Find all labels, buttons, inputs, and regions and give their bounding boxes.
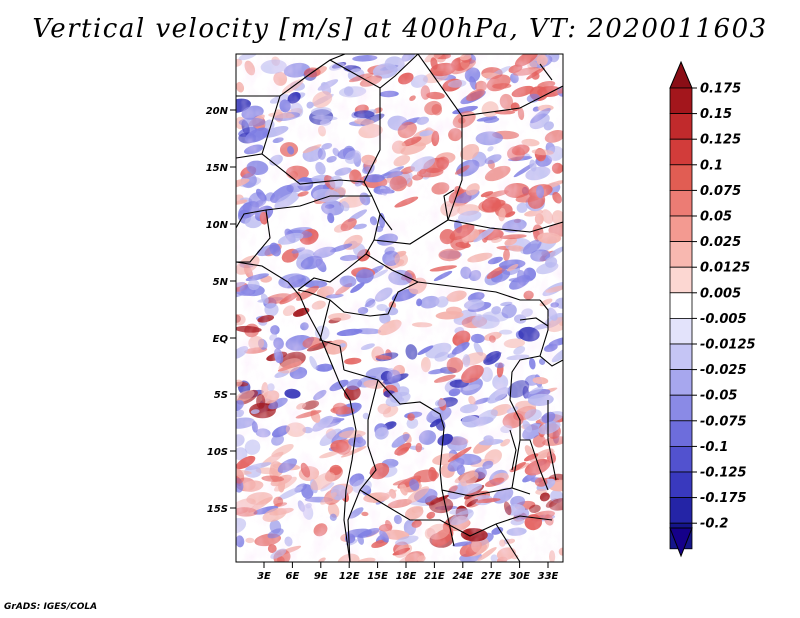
colorbar-label: -0.1 bbox=[700, 440, 728, 455]
lon-tick-label: 24E bbox=[452, 571, 473, 582]
grads-credit: GrADS: IGES/COLA bbox=[4, 602, 98, 612]
coastline bbox=[236, 63, 553, 562]
lat-tick-label: 15S bbox=[207, 504, 228, 515]
colorbar-swatch bbox=[669, 164, 693, 191]
colorbar-top-arrow bbox=[669, 60, 693, 89]
colorbar-label: -0.05 bbox=[700, 389, 737, 404]
lon-tick-label: 12E bbox=[339, 571, 360, 582]
colorbar-swatch bbox=[669, 369, 693, 396]
colorbar-swatch bbox=[669, 138, 693, 166]
colorbar-swatch bbox=[669, 87, 693, 115]
map-frame bbox=[235, 53, 564, 563]
colorbar-label: -0.005 bbox=[700, 312, 747, 327]
colorbar-label: -0.0125 bbox=[700, 338, 756, 353]
chart-title: Vertical velocity [m/s] at 400hPa, VT: 2… bbox=[32, 14, 768, 44]
country-borders bbox=[236, 54, 563, 562]
lat-tick-label: 15N bbox=[206, 163, 229, 174]
colorbar-label: -0.025 bbox=[700, 363, 747, 378]
colorbar-swatch bbox=[669, 189, 693, 217]
colorbar-swatch bbox=[669, 343, 693, 371]
colorbar-label: -0.125 bbox=[700, 466, 747, 481]
velocity-field bbox=[236, 54, 563, 562]
lon-tick-label: 6E bbox=[286, 571, 300, 582]
lon-tick-label: 18E bbox=[396, 571, 417, 582]
lon-tick-label: 33E bbox=[538, 571, 559, 582]
colorbar-label: 0.125 bbox=[700, 133, 741, 148]
colorbar-swatch bbox=[669, 266, 693, 294]
colorbar-swatch bbox=[669, 241, 693, 268]
lat-tick-label: 5N bbox=[213, 277, 229, 288]
colorbar-bottom-arrow bbox=[669, 527, 693, 558]
colorbar-swatch bbox=[669, 394, 693, 422]
colorbar-label: -0.2 bbox=[700, 517, 728, 532]
lon-tick-label: 27E bbox=[481, 571, 502, 582]
lon-tick-label: 30E bbox=[509, 571, 530, 582]
colorbar-label: 0.15 bbox=[700, 107, 732, 122]
lon-tick-label: 15E bbox=[367, 571, 388, 582]
colorbar: 0.175 0.15 0.125 0.1 0.075 0.05 0.025 0.0125 0.0… bbox=[669, 60, 756, 558]
latitude-axis: 20N 15N 10N 5N EQ 5S 10S 15S bbox=[206, 106, 236, 515]
lat-tick-label: 20N bbox=[206, 106, 229, 117]
colorbar-label: 0.0125 bbox=[700, 261, 750, 276]
colorbar-swatch bbox=[669, 497, 693, 524]
lon-tick-label: 21E bbox=[424, 571, 445, 582]
colorbar-swatch bbox=[669, 317, 693, 345]
colorbar-swatch bbox=[669, 215, 693, 243]
colorbar-swatch bbox=[669, 420, 693, 447]
colorbar-label: 0.025 bbox=[700, 235, 741, 250]
colorbar-label: 0.005 bbox=[700, 286, 741, 301]
colorbar-swatch bbox=[669, 292, 693, 319]
lon-tick-label: 3E bbox=[257, 571, 271, 582]
lat-tick-label: 10S bbox=[207, 447, 228, 458]
colorbar-label: -0.175 bbox=[700, 491, 747, 506]
lat-tick-label: EQ bbox=[213, 334, 229, 345]
colorbar-label: -0.075 bbox=[700, 414, 747, 429]
longitude-axis: 3E 6E 9E 12E 15E 18E 21E 24E 27E 30E 33E bbox=[257, 562, 559, 582]
colorbar-swatch bbox=[669, 445, 693, 473]
colorbar-swatch bbox=[669, 471, 693, 499]
lat-tick-label: 5S bbox=[214, 390, 228, 401]
colorbar-label: 0.175 bbox=[700, 82, 741, 97]
lat-tick-label: 10N bbox=[206, 220, 229, 231]
colorbar-label: 0.075 bbox=[700, 184, 741, 199]
colorbar-label: 0.1 bbox=[700, 158, 723, 173]
colorbar-swatch bbox=[669, 113, 693, 140]
colorbar-label: 0.05 bbox=[700, 210, 732, 225]
lon-tick-label: 9E bbox=[314, 571, 328, 582]
